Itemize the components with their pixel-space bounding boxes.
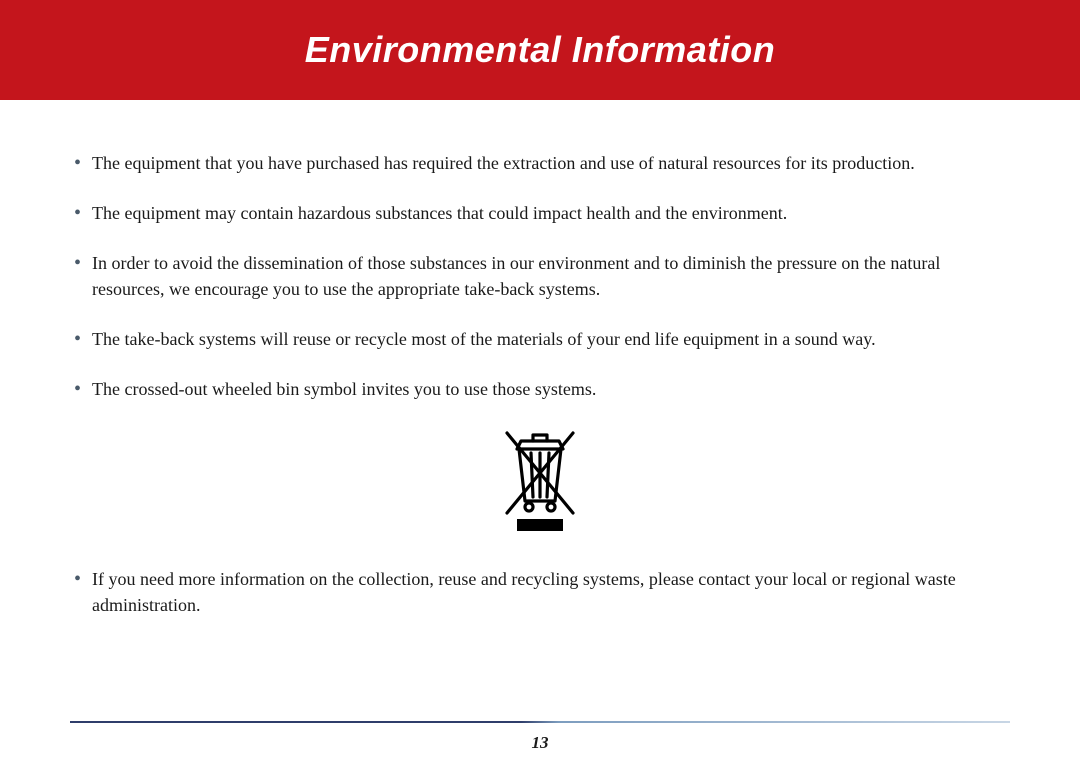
bullet-text: In order to avoid the dissemination of t… [92,253,940,299]
page-footer: 13 [0,721,1080,753]
document-page: Environmental Information The equipment … [0,0,1080,771]
bullet-text: If you need more information on the coll… [92,569,956,615]
list-item: In order to avoid the dissemination of t… [70,250,1010,302]
bullet-text: The crossed-out wheeled bin symbol invit… [92,379,596,399]
page-number: 13 [0,733,1080,753]
list-item: The equipment may contain hazardous subs… [70,200,1010,226]
list-item: The take-back systems will reuse or recy… [70,326,1010,352]
list-item: The crossed-out wheeled bin symbol invit… [70,376,1010,402]
list-item: If you need more information on the coll… [70,566,1010,618]
bullet-text: The take-back systems will reuse or recy… [92,329,876,349]
bullet-text: The equipment that you have purchased ha… [92,153,915,173]
footer-rule [70,721,1010,723]
bullet-text: The equipment may contain hazardous subs… [92,203,787,223]
symbol-container [70,427,1010,542]
bullet-list-top: The equipment that you have purchased ha… [70,150,1010,403]
bullet-list-bottom: If you need more information on the coll… [70,566,1010,618]
list-item: The equipment that you have purchased ha… [70,150,1010,176]
page-content: The equipment that you have purchased ha… [0,100,1080,771]
weee-crossed-bin-icon [495,427,585,542]
page-title: Environmental Information [305,29,776,71]
page-header: Environmental Information [0,0,1080,100]
